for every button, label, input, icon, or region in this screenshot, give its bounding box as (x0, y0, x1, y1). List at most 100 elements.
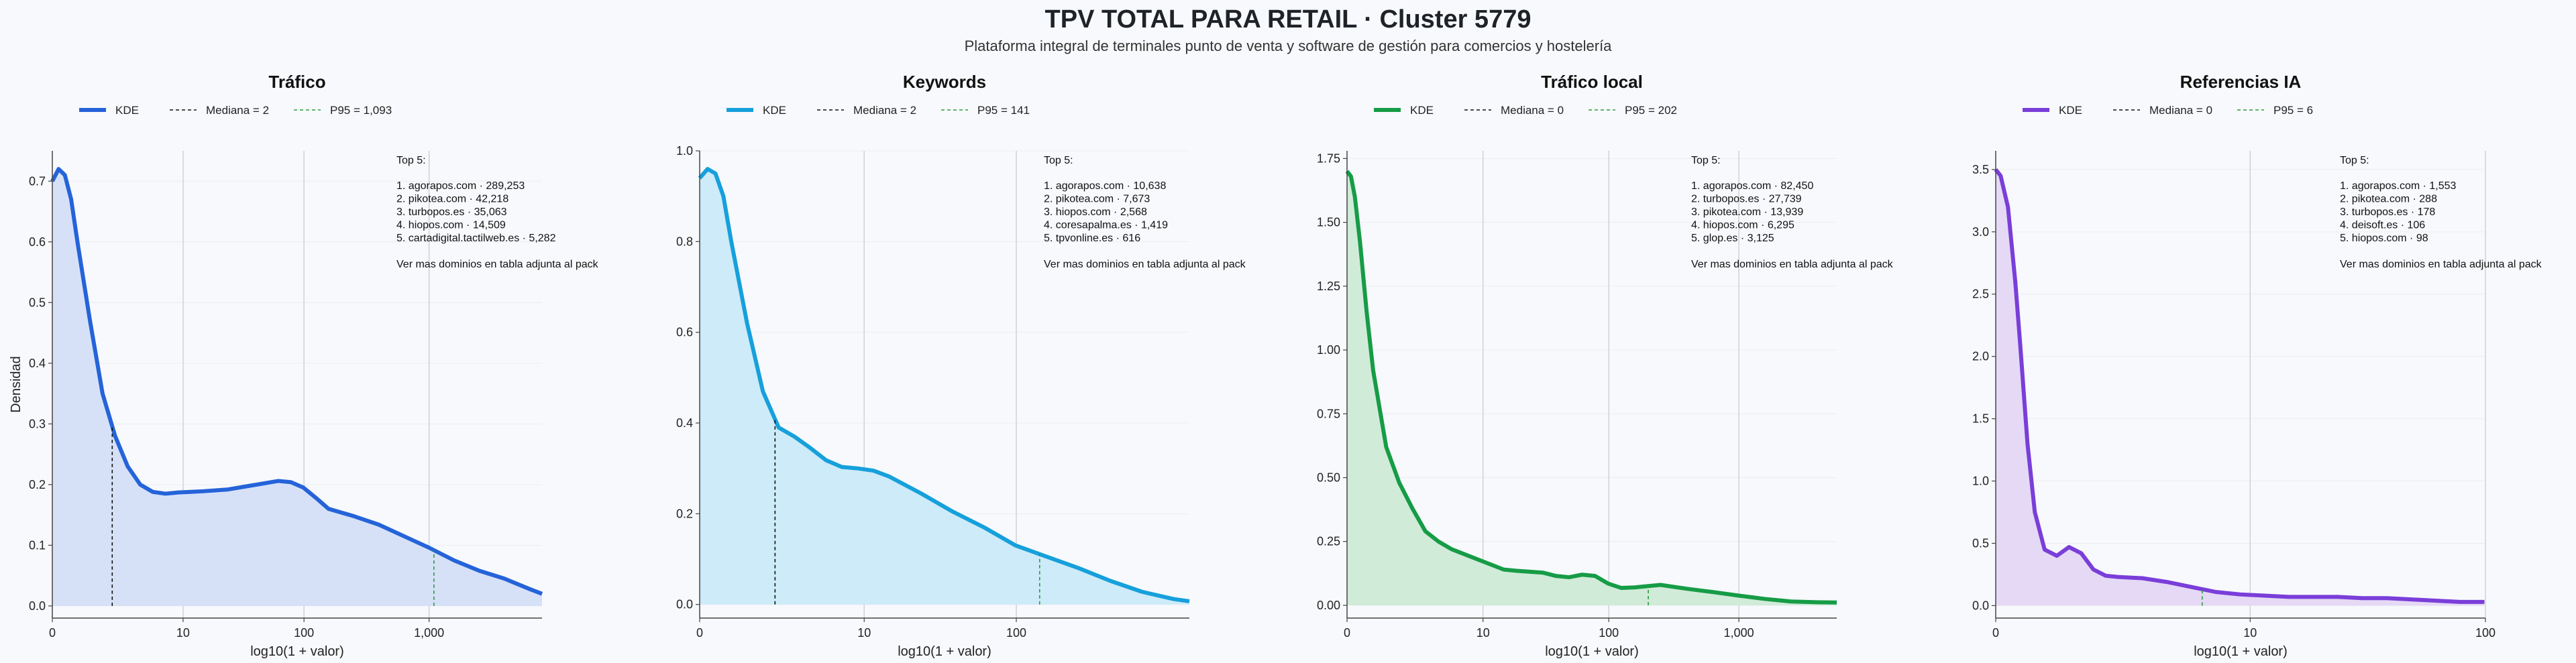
y-tick-label: 3.0 (1972, 225, 1989, 239)
legend-kde-label: KDE (1410, 104, 1434, 117)
legend-median-label: Mediana = 0 (2149, 104, 2212, 117)
x-tick-label: 100 (1006, 626, 1026, 640)
y-axis-label: Densidad (9, 356, 23, 413)
panel-title: Tráfico local (1541, 72, 1643, 92)
top5-entry: 1. agorapos.com · 289,253 (396, 180, 525, 192)
legend-p95-label: P95 = 141 (977, 104, 1030, 117)
x-tick-label: 100 (294, 626, 314, 640)
top5-entry: 4. coresapalma.es · 1,419 (1044, 220, 1168, 231)
x-tick-label: 1,000 (1724, 626, 1754, 640)
y-tick-label: 0.0 (1972, 599, 1989, 612)
top5-entry: 3. turbopos.es · 178 (2340, 206, 2435, 218)
chart-panel-1: Tráfico KDE Mediana = 2 P95 = 1,093 0.0 0.1 0.… (9, 72, 599, 659)
y-tick-label: 1.75 (1317, 152, 1340, 165)
page-subtitle: Plataforma integral de terminales punto … (964, 38, 1612, 54)
chart-panel-4: Referencias IA KDE Mediana = 0 P95 = 6 0.0 0.… (1972, 72, 2542, 659)
top5-entry: 1. agorapos.com · 1,553 (2340, 180, 2457, 192)
top5-entry: 4. hiopos.com · 14,509 (396, 220, 506, 231)
legend-median-label: Mediana = 0 (1501, 104, 1564, 117)
top5-footer: Ver mas dominios en tabla adjunta al pac… (1044, 259, 1246, 270)
page-title: TPV TOTAL PARA RETAIL · Cluster 5779 (1044, 5, 1532, 34)
y-tick-label: 0.0 (29, 599, 46, 613)
top5-header: Top 5: (396, 155, 426, 166)
y-tick-label: 0.5 (29, 296, 46, 309)
top5-entry: 5. tpvonline.es · 616 (1044, 233, 1140, 244)
chart-panel-3: Tráfico local KDE Mediana = 0 P95 = 202 0.00… (1317, 72, 1894, 659)
panel-title: Keywords (903, 72, 986, 92)
y-tick-label: 0.1 (29, 538, 46, 552)
x-tick-label: 0 (49, 626, 56, 640)
y-tick-label: 0.0 (676, 598, 693, 611)
x-axis-label: log10(1 + valor) (2194, 644, 2288, 659)
top5-entry: 4. deisoft.es · 106 (2340, 220, 2425, 231)
top5-entry: 2. pikotea.com · 7,673 (1044, 194, 1150, 205)
legend-kde-label: KDE (2059, 104, 2082, 117)
top5-entry: 3. hiopos.com · 2,568 (1044, 206, 1147, 218)
top5-entry: 2. turbopos.es · 27,739 (1691, 194, 1802, 205)
top5-entry: 2. pikotea.com · 288 (2340, 194, 2437, 205)
x-tick-label: 100 (1599, 626, 1619, 640)
kde-area-fill (1996, 169, 2485, 606)
x-axis-label: log10(1 + valor) (898, 644, 991, 659)
top5-entry: 5. cartadigital.tactilweb.es · 5,282 (396, 233, 556, 244)
legend-kde-label: KDE (115, 104, 139, 117)
x-tick-label: 10 (2243, 626, 2257, 640)
x-tick-label: 0 (696, 626, 703, 640)
top5-entry: 2. pikotea.com · 42,218 (396, 194, 508, 205)
x-tick-label: 100 (2475, 626, 2496, 640)
y-tick-label: 0.00 (1317, 599, 1340, 612)
top5-footer: Ver mas dominios en tabla adjunta al pac… (1691, 259, 1894, 270)
y-tick-label: 0.6 (676, 326, 693, 339)
top5-header: Top 5: (1044, 155, 1073, 166)
top5-footer: Ver mas dominios en tabla adjunta al pac… (2340, 259, 2542, 270)
top5-entry: 1. agorapos.com · 82,450 (1691, 180, 1813, 192)
y-tick-label: 1.00 (1317, 343, 1340, 357)
chart-panel-2: Keywords KDE Mediana = 2 P95 = 141 0.0 0.2 0.4… (676, 72, 1246, 659)
x-tick-label: 10 (176, 626, 190, 640)
x-tick-label: 0 (1992, 626, 1999, 640)
top5-entry: 5. hiopos.com · 98 (2340, 233, 2428, 244)
y-tick-label: 0.7 (29, 174, 46, 188)
y-tick-label: 0.5 (1972, 536, 1989, 550)
top5-entry: 3. turbopos.es · 35,063 (396, 206, 507, 218)
y-tick-label: 0.4 (29, 357, 46, 370)
top5-entry: 5. glop.es · 3,125 (1691, 233, 1774, 244)
top5-footer: Ver mas dominios en tabla adjunta al pac… (396, 259, 599, 270)
y-tick-label: 3.5 (1972, 163, 1989, 176)
legend-p95-label: P95 = 6 (2273, 104, 2313, 117)
y-tick-label: 1.5 (1972, 412, 1989, 426)
y-tick-label: 0.6 (29, 235, 46, 249)
y-tick-label: 1.25 (1317, 280, 1340, 293)
panel-title: Referencias IA (2180, 72, 2302, 92)
y-tick-label: 0.75 (1317, 407, 1340, 420)
kde-line (1345, 170, 1837, 605)
top5-entry: 3. pikotea.com · 13,939 (1691, 206, 1803, 218)
y-tick-label: 1.50 (1317, 216, 1340, 229)
y-tick-label: 0.8 (676, 235, 693, 248)
y-tick-label: 0.25 (1317, 535, 1340, 548)
y-tick-label: 0.3 (29, 417, 46, 430)
x-tick-label: 10 (1477, 626, 1490, 640)
x-tick-label: 0 (1344, 626, 1350, 640)
kde-area-fill (52, 169, 542, 606)
legend-median-label: Mediana = 2 (853, 104, 916, 117)
top5-entry: 1. agorapos.com · 10,638 (1044, 180, 1166, 192)
panel-title: Tráfico (268, 72, 325, 92)
y-tick-label: 0.50 (1317, 471, 1340, 485)
y-tick-label: 0.2 (676, 507, 693, 520)
x-tick-label: 10 (857, 626, 871, 640)
y-tick-label: 1.0 (1972, 475, 1989, 488)
x-tick-label: 1,000 (414, 626, 444, 640)
y-tick-label: 0.4 (676, 416, 693, 430)
top5-header: Top 5: (2340, 155, 2369, 166)
top5-entry: 4. hiopos.com · 6,295 (1691, 220, 1794, 231)
kde-line (50, 167, 543, 596)
legend-kde-label: KDE (763, 104, 786, 117)
y-tick-label: 1.0 (676, 144, 693, 158)
legend-p95-label: P95 = 202 (1625, 104, 1677, 117)
kde-area-fill (700, 169, 1189, 605)
kde-line (698, 167, 1190, 603)
legend-p95-label: P95 = 1,093 (330, 104, 392, 117)
y-tick-label: 0.2 (29, 478, 46, 491)
x-axis-label: log10(1 + valor) (1545, 644, 1639, 659)
